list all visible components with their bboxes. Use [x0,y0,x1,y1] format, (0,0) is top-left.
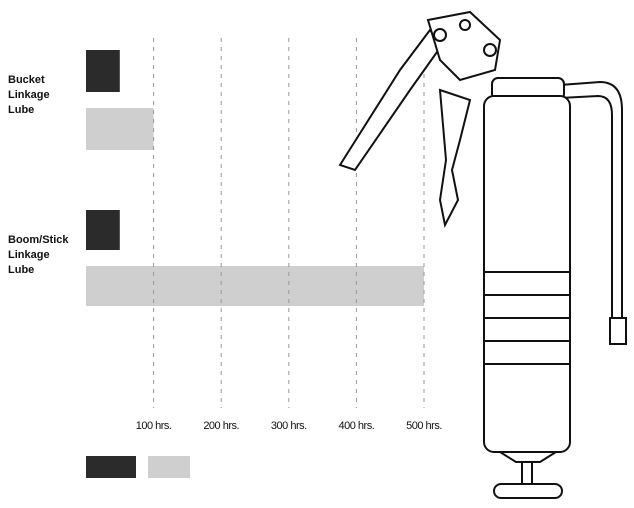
bar [86,266,424,306]
bar [86,50,120,92]
grease-gun-illustration [340,12,626,498]
bar [86,108,154,150]
x-tick-label: 400 hrs. [339,420,375,432]
bar [86,210,120,250]
legend-swatch [86,456,136,478]
legend-swatch [148,456,190,478]
x-tick-label: 200 hrs. [203,420,239,432]
x-tick-label: 300 hrs. [271,420,307,432]
x-tick-label: 500 hrs. [406,420,442,432]
x-tick-label: 100 hrs. [136,420,172,432]
chart: M320M320FBoom/StickLinkageLubeBucketLink… [0,0,634,508]
